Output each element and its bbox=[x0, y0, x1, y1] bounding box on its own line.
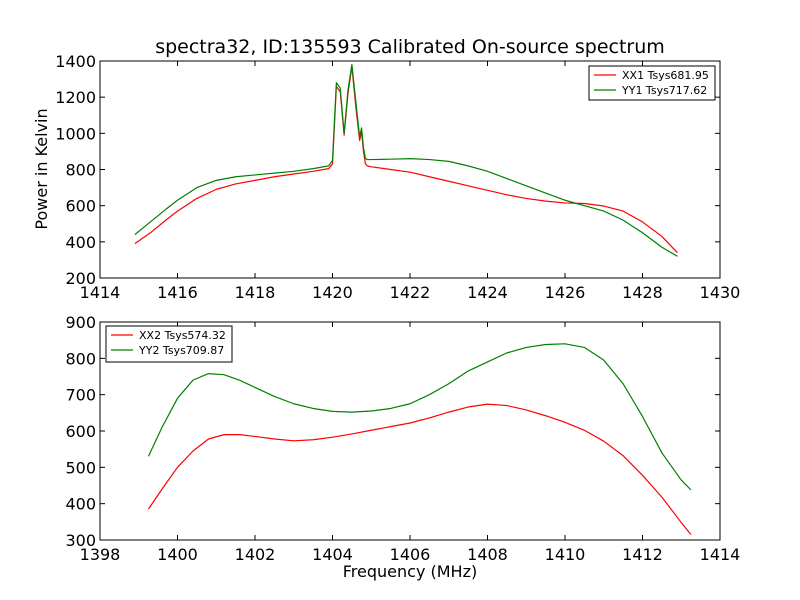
x-tick-label: 1406 bbox=[390, 545, 431, 564]
legend-label-1: XX2 Tsys574.32 bbox=[139, 329, 226, 342]
x-tick-label: 1412 bbox=[622, 545, 663, 564]
x-tick-label: 1426 bbox=[545, 283, 586, 302]
legend-label-2: YY1 Tsys717.62 bbox=[621, 84, 707, 97]
y-tick-label: 1200 bbox=[55, 88, 96, 107]
x-tick-label: 1408 bbox=[467, 545, 508, 564]
bottom-plot-area: 1398 1400 1402 1404 1406 1408 1410 1412 1414 300 4… bbox=[65, 313, 740, 564]
y-tick-label: 600 bbox=[65, 197, 96, 216]
x-tick-label: 1410 bbox=[545, 545, 586, 564]
series-line-1 bbox=[147, 403, 692, 535]
x-tick-label: 1414 bbox=[700, 545, 741, 564]
bottom-spectrum-panel: Frequency (MHz) 1398 1400 1402 1404 1406 1408… bbox=[65, 313, 740, 581]
x-tick-label: 1404 bbox=[312, 545, 353, 564]
y-tick-label: 700 bbox=[65, 386, 96, 405]
x-tick-label: 1416 bbox=[157, 283, 198, 302]
x-tick-label: 1428 bbox=[622, 283, 663, 302]
top-spectrum-panel: spectra32, ID:135593 Calibrated On-sourc… bbox=[32, 36, 740, 302]
legend-label-2: YY2 Tsys709.87 bbox=[138, 344, 224, 357]
y-tick-label: 600 bbox=[65, 422, 96, 441]
legend-label-1: XX1 Tsys681.95 bbox=[622, 69, 709, 82]
x-tick-label: 1420 bbox=[312, 283, 353, 302]
series-line-2 bbox=[134, 64, 678, 257]
legend: XX2 Tsys574.32 YY2 Tsys709.87 bbox=[105, 325, 233, 363]
y-tick-label: 500 bbox=[65, 458, 96, 477]
y-tick-label: 400 bbox=[65, 495, 96, 514]
y-tick-label: 800 bbox=[65, 161, 96, 180]
y-tick-label: 900 bbox=[65, 313, 96, 332]
chart-title: spectra32, ID:135593 Calibrated On-sourc… bbox=[155, 36, 665, 58]
legend: XX1 Tsys681.95 YY1 Tsys717.62 bbox=[588, 65, 716, 101]
y-tick-label: 200 bbox=[65, 269, 96, 288]
y-tick-label: 800 bbox=[65, 349, 96, 368]
x-tick-label: 1418 bbox=[235, 283, 276, 302]
x-tick-label: 1400 bbox=[157, 545, 198, 564]
legend-box bbox=[588, 65, 716, 101]
x-tick-label: 1424 bbox=[467, 283, 508, 302]
x-tick-label: 1430 bbox=[700, 283, 741, 302]
y-tick-label: 300 bbox=[65, 531, 96, 550]
x-tick-label: 1402 bbox=[235, 545, 276, 564]
series-line-2 bbox=[147, 343, 692, 491]
y-tick-label: 400 bbox=[65, 233, 96, 252]
y-axis-label: Power in Kelvin bbox=[32, 108, 51, 229]
x-axis-label: Frequency (MHz) bbox=[343, 562, 477, 581]
y-tick-label: 1400 bbox=[55, 52, 96, 71]
legend-box bbox=[105, 325, 233, 363]
x-tick-label: 1422 bbox=[390, 283, 431, 302]
x-tick-label: 1414 bbox=[80, 283, 121, 302]
top-plot-area: 1414 1416 1418 1420 1422 1424 1426 1428 1430 200 4… bbox=[55, 52, 740, 302]
y-tick-label: 1000 bbox=[55, 124, 96, 143]
x-tick-label: 1398 bbox=[80, 545, 121, 564]
